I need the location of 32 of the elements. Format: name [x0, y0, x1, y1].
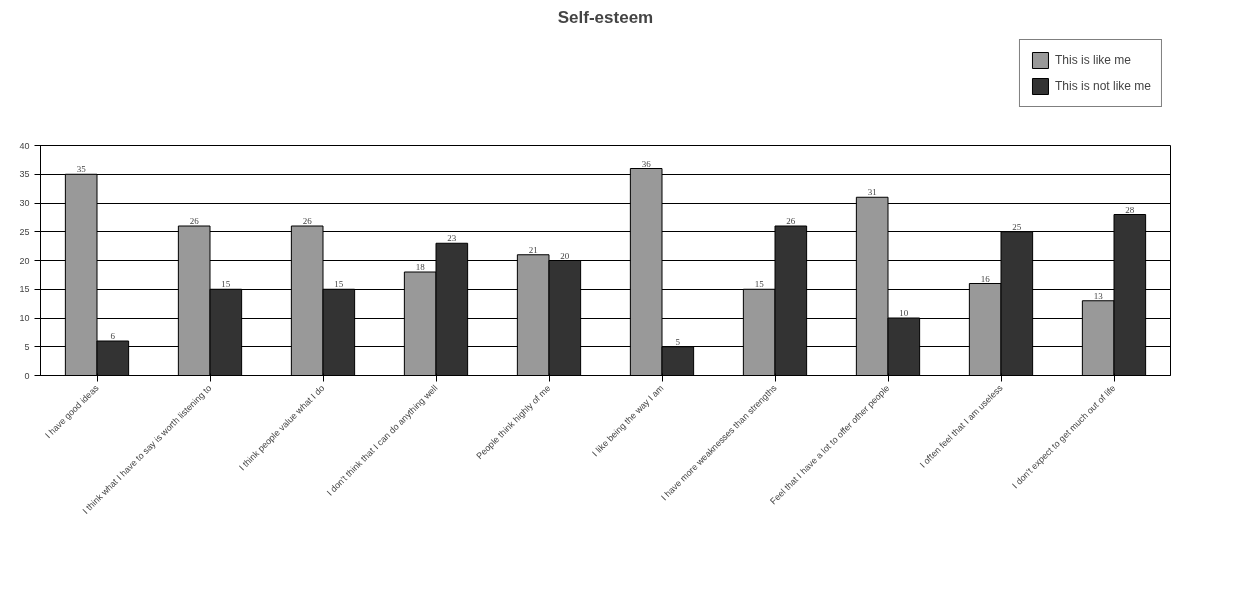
data-label: 6 [110, 331, 116, 341]
data-label: 10 [899, 308, 909, 318]
data-label: 35 [76, 164, 87, 175]
data-label: 15 [334, 279, 344, 290]
data-label: 26 [786, 216, 796, 226]
data-label: 25 [1012, 221, 1022, 232]
y-tick-label: 5 [24, 341, 30, 352]
data-label: 5 [675, 336, 681, 347]
y-tick-label: 20 [19, 255, 30, 266]
y-tick-label: 40 [19, 140, 30, 151]
data-label: 26 [189, 216, 200, 226]
data-label: 20 [560, 250, 570, 261]
data-label: 15 [754, 279, 765, 290]
legend-label: This is not like me [1054, 79, 1151, 93]
data-label: 36 [641, 158, 652, 169]
data-label: 15 [221, 279, 231, 290]
data-label: 28 [1125, 204, 1135, 215]
y-tick-label: 15 [19, 284, 30, 295]
y-tick-label: 30 [19, 198, 30, 208]
y-tick-label: 10 [19, 313, 30, 323]
legend-label: This is like me [1054, 53, 1131, 67]
data-label: 21 [528, 244, 538, 255]
data-label: 18 [415, 262, 426, 272]
data-label: 23 [447, 233, 457, 244]
y-tick-label: 0 [24, 370, 30, 381]
data-label: 26 [302, 216, 313, 226]
y-tick-label: 35 [19, 169, 30, 180]
data-label: 16 [980, 273, 991, 284]
y-tick-label: 25 [19, 226, 30, 237]
data-label: 13 [1093, 290, 1104, 301]
data-label: 31 [867, 187, 877, 198]
chart-title: Self-esteem [557, 7, 654, 27]
